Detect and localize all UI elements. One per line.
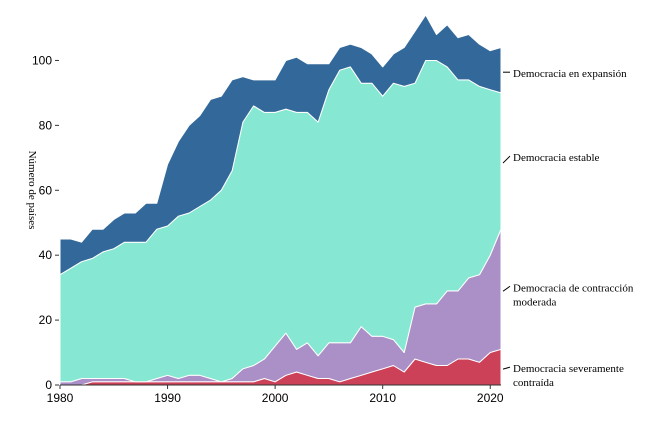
area-series-3	[59, 14, 502, 276]
y-tick-label: 60	[39, 183, 53, 197]
axes: 0 20 40 60 80 100 1980 1990 2000 2010 2020	[32, 53, 504, 405]
series-label: Democracia de contracción	[513, 282, 634, 294]
series-label: Democracia severamente	[513, 363, 624, 375]
x-tick-label: 2020	[477, 391, 504, 405]
x-tick-label: 2010	[369, 391, 396, 405]
series-labels: Democracia severamente contraída Democraci…	[502, 68, 634, 389]
x-tick-label: 2000	[262, 391, 289, 405]
area-layers	[59, 14, 502, 386]
y-tick-label: 100	[32, 53, 52, 67]
x-tick-label: 1980	[47, 391, 74, 405]
series-label: Democracia en expansión	[513, 68, 627, 80]
y-tick-label: 20	[39, 313, 53, 327]
leader-line	[502, 285, 511, 292]
series-label: moderada	[513, 296, 556, 308]
leader-line	[502, 155, 511, 164]
x-tick-label: 1990	[154, 391, 181, 405]
y-tick-label: 80	[39, 118, 53, 132]
y-axis-label: Número de países	[26, 151, 38, 230]
leader-line	[502, 366, 511, 370]
y-tick-label: 40	[39, 248, 53, 262]
series-label: Democracia estable	[513, 152, 600, 164]
y-tick-label: 0	[45, 378, 52, 392]
series-label: contraída	[513, 377, 554, 389]
